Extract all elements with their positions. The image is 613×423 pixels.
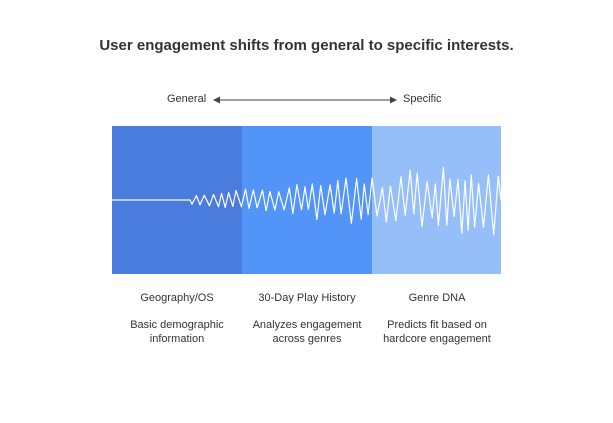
stage-heading-genre-dna: Genre DNA	[408, 292, 466, 304]
axis-general-label: General	[167, 93, 207, 105]
signal-waveform	[112, 166, 502, 236]
diagram-title: User engagement shifts from general to s…	[99, 37, 514, 54]
stage-heading-play-history: 30-Day Play History	[258, 292, 356, 304]
stage-desc-genre-dna: Predicts fit based on hardcore engagemen…	[383, 319, 491, 345]
double-arrow-icon	[213, 96, 397, 104]
stage-desc-play-history: Analyzes engagement across genres	[252, 319, 362, 345]
stage-desc-geography: Basic demographic information	[130, 319, 224, 345]
axis-specific-label: Specific	[403, 93, 442, 105]
stage-heading-geography: Geography/OS	[140, 292, 214, 304]
